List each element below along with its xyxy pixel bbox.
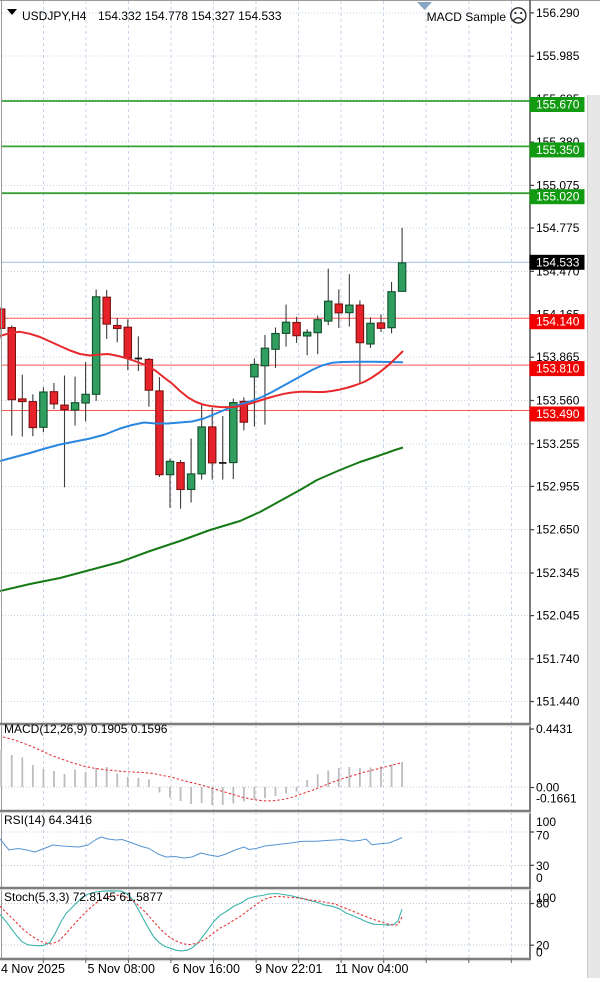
svg-text:5 Nov 08:00: 5 Nov 08:00 — [88, 962, 155, 976]
svg-text:4 Nov 2025: 4 Nov 2025 — [1, 962, 65, 976]
svg-text:USDJPY,H4: USDJPY,H4 — [22, 9, 87, 23]
svg-text:154.775: 154.775 — [536, 221, 580, 235]
svg-text:154.332 154.778 154.327 154.53: 154.332 154.778 154.327 154.533 — [98, 9, 282, 23]
svg-text:152.955: 152.955 — [536, 479, 580, 493]
svg-text:155.350: 155.350 — [536, 143, 580, 157]
svg-text:100: 100 — [536, 815, 556, 829]
svg-text:MACD Sample: MACD Sample — [427, 10, 507, 24]
svg-text:156.290: 156.290 — [536, 6, 580, 20]
svg-text:0.4431: 0.4431 — [536, 722, 573, 736]
svg-text:155.985: 155.985 — [536, 49, 580, 63]
svg-text:152.345: 152.345 — [536, 566, 580, 580]
svg-text:151.740: 151.740 — [536, 652, 580, 666]
svg-text:MACD(12,26,9) 0.1905 0.1596: MACD(12,26,9) 0.1905 0.1596 — [4, 722, 168, 736]
svg-text:0: 0 — [536, 946, 543, 960]
svg-text:155.020: 155.020 — [536, 190, 580, 204]
svg-text:11 Nov 04:00: 11 Nov 04:00 — [335, 962, 408, 976]
svg-text:152.045: 152.045 — [536, 609, 580, 623]
svg-text:153.490: 153.490 — [536, 407, 580, 421]
svg-text:153.865: 153.865 — [536, 350, 580, 364]
svg-text:80: 80 — [536, 897, 550, 911]
svg-text:-0.1661: -0.1661 — [536, 792, 577, 806]
svg-text:70: 70 — [536, 829, 550, 843]
svg-text:151.440: 151.440 — [536, 695, 580, 709]
svg-text:Stoch(5,3,3) 72.8145 61.5877: Stoch(5,3,3) 72.8145 61.5877 — [4, 890, 163, 904]
svg-text:155.075: 155.075 — [536, 178, 580, 192]
svg-text:9 Nov 22:01: 9 Nov 22:01 — [255, 962, 322, 976]
svg-text:20: 20 — [536, 939, 550, 953]
svg-text:RSI(14) 64.3416: RSI(14) 64.3416 — [4, 813, 92, 827]
svg-text:153.810: 153.810 — [536, 362, 580, 376]
svg-text:0: 0 — [536, 871, 543, 885]
svg-text:155.670: 155.670 — [536, 98, 580, 112]
svg-text:6 Nov 16:00: 6 Nov 16:00 — [173, 962, 240, 976]
svg-text:154.533: 154.533 — [536, 255, 580, 269]
svg-text:154.140: 154.140 — [536, 315, 580, 329]
svg-text:0.00: 0.00 — [536, 781, 560, 795]
svg-text:152.650: 152.650 — [536, 523, 580, 537]
svg-text:100: 100 — [536, 891, 556, 905]
svg-text:153.560: 153.560 — [536, 394, 580, 408]
svg-text:153.255: 153.255 — [536, 437, 580, 451]
svg-text:30: 30 — [536, 859, 550, 873]
